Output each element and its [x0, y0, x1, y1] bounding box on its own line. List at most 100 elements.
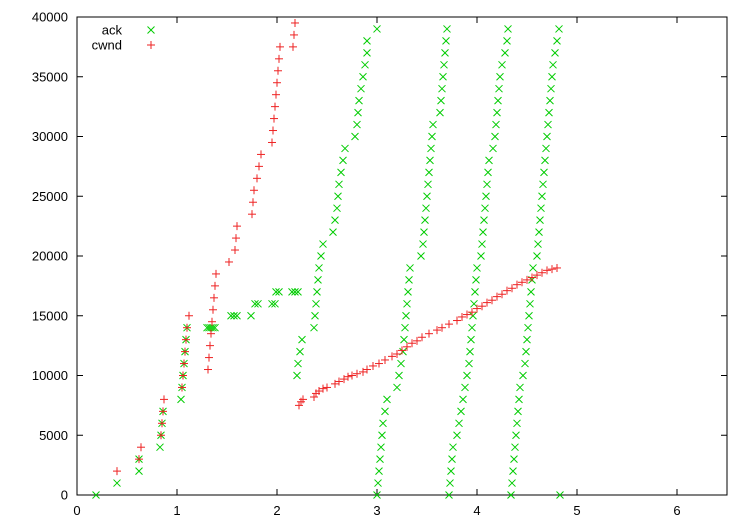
y-axis: 0 5000 10000 15000 20000 25000 30000 35000 40000 [32, 10, 727, 503]
data-point-ack [339, 156, 347, 165]
plot-area: 0 1 2 3 4 5 6 0 5000 10000 15000 20000 25000 30000 35… [32, 10, 728, 518]
data-point-ack [420, 228, 428, 236]
y-tick-label: 10000 [32, 368, 68, 383]
data-point-ack [551, 48, 559, 57]
data-point-ack [503, 37, 511, 45]
data-point-ack [519, 371, 527, 380]
data-point-cwnd [291, 18, 299, 27]
data-point-ack [546, 96, 554, 105]
data-point-ack [417, 252, 425, 260]
data-point-ack [479, 228, 487, 236]
data-point-ack [445, 491, 453, 499]
data-point-cwnd [538, 268, 546, 277]
data-point-ack [363, 37, 371, 45]
data-point-ack [357, 84, 365, 93]
y-tick-label: 0 [61, 488, 68, 503]
data-point-cwnd [548, 265, 556, 274]
data-point-ack [491, 132, 499, 141]
data-point-ack [400, 335, 408, 344]
data-point-ack [471, 287, 479, 296]
data-point-ack [553, 37, 561, 45]
data-point-ack [440, 60, 448, 69]
data-point-cwnd [468, 308, 476, 317]
data-point-ack [555, 25, 563, 33]
data-point-ack [459, 395, 467, 404]
data-point-ack [405, 276, 413, 284]
data-point-cwnd [225, 257, 233, 266]
data-point-ack [501, 48, 509, 57]
data-point-ack [507, 491, 515, 499]
data-point-cwnd [375, 359, 383, 368]
data-point-ack [449, 443, 457, 452]
data-point-ack [480, 216, 488, 225]
y-tick-label: 15000 [32, 308, 68, 323]
data-point-cwnd [290, 30, 298, 39]
data-point-cwnd [289, 42, 297, 51]
x-axis: 0 1 2 3 4 5 6 [73, 17, 681, 518]
x-tick-label: 3 [373, 503, 380, 518]
data-point-ack [254, 299, 262, 308]
data-point-cwnd [458, 312, 466, 321]
data-point-ack [319, 240, 327, 248]
data-point-cwnd [483, 298, 491, 307]
data-point-cwnd [180, 359, 188, 368]
data-point-ack [514, 407, 522, 416]
data-point-ack [508, 479, 516, 487]
data-point-cwnd [113, 467, 121, 476]
data-point-cwnd [207, 329, 215, 338]
data-point-ack [317, 252, 325, 260]
data-point-cwnd [445, 320, 453, 329]
data-point-ack [424, 180, 432, 189]
data-point-ack [294, 359, 302, 368]
data-point-ack [541, 156, 549, 165]
x-tick-label: 2 [273, 503, 280, 518]
data-point-cwnd [418, 333, 426, 342]
data-point-ack [489, 144, 497, 153]
data-point-ack [294, 287, 302, 296]
data-point-cwnd [433, 326, 441, 335]
data-point-ack [483, 180, 491, 189]
data-point-cwnd [185, 311, 193, 320]
data-point-cwnd [388, 352, 396, 361]
data-point-ack [397, 359, 405, 368]
data-point-cwnd [158, 419, 166, 428]
data-point-cwnd [183, 323, 191, 332]
data-point-cwnd [178, 383, 186, 392]
data-point-ack [465, 359, 473, 368]
data-point-cwnd [488, 296, 496, 305]
legend-label-ack: ack [102, 23, 123, 38]
data-point-ack [423, 192, 431, 201]
data-point-ack [525, 311, 533, 320]
data-point-cwnd [255, 162, 263, 171]
data-point-ack [331, 216, 339, 225]
data-point-ack [311, 311, 319, 320]
data-point-ack [516, 383, 524, 392]
data-point-cwnd [257, 150, 265, 159]
data-point-ack [378, 431, 386, 440]
series-ack [92, 25, 564, 499]
data-point-cwnd [271, 102, 279, 111]
data-point-cwnd [344, 372, 352, 381]
data-point-ack [527, 287, 535, 296]
data-point-ack [247, 311, 255, 320]
data-point-ack [536, 216, 544, 225]
data-point-ack [512, 431, 520, 440]
data-point-ack [537, 204, 545, 213]
data-point-ack [233, 311, 241, 320]
data-point-ack [298, 335, 306, 344]
legend-marker-ack [147, 26, 155, 34]
data-point-ack [428, 132, 436, 141]
data-point-cwnd [274, 66, 282, 75]
data-point-cwnd [233, 222, 241, 231]
data-point-ack [313, 287, 321, 296]
data-point-cwnd [508, 284, 516, 293]
data-point-ack [291, 287, 299, 296]
data-point-ack [522, 347, 530, 356]
x-tick-label: 6 [673, 503, 680, 518]
data-point-cwnd [438, 323, 446, 332]
data-point-cwnd [299, 395, 307, 404]
y-tick-label: 30000 [32, 129, 68, 144]
data-point-cwnd [181, 347, 189, 356]
data-point-cwnd [523, 275, 531, 284]
